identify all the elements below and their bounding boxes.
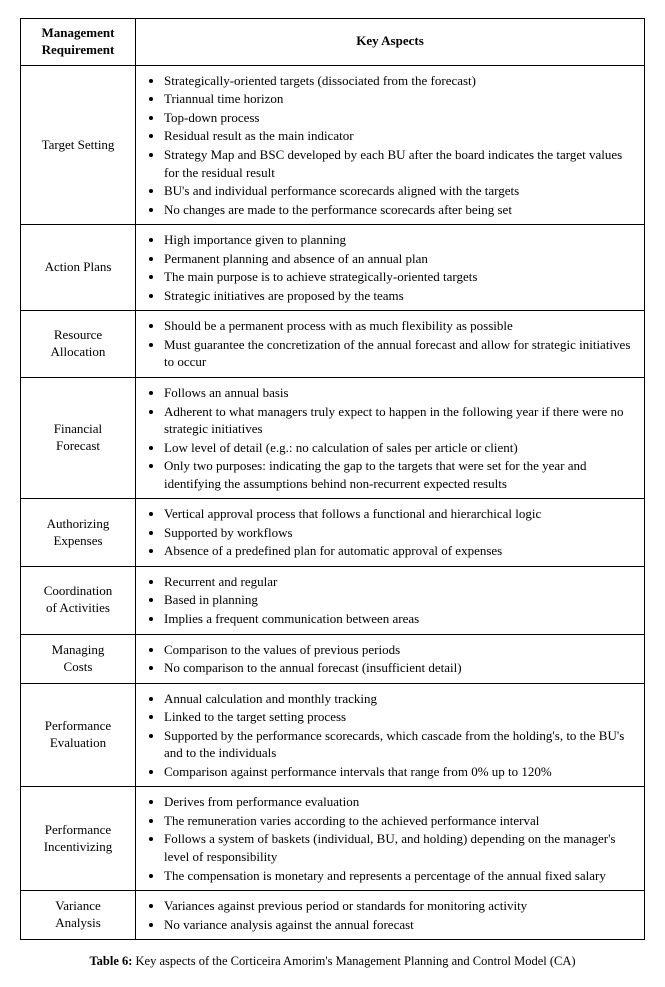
aspect-item: Strategically-oriented targets (dissocia… xyxy=(164,72,638,90)
aspects-list: Recurrent and regularBased in planningIm… xyxy=(142,573,638,628)
aspect-item: Should be a permanent process with as mu… xyxy=(164,317,638,335)
aspect-item: Follows an annual basis xyxy=(164,384,638,402)
aspect-item: Recurrent and regular xyxy=(164,573,638,591)
header-requirement: ManagementRequirement xyxy=(21,19,136,66)
aspects-cell: Variances against previous period or sta… xyxy=(136,891,645,940)
requirement-cell: Coordinationof Activities xyxy=(21,566,136,634)
requirement-cell: ManagingCosts xyxy=(21,634,136,683)
aspect-item: Comparison against performance intervals… xyxy=(164,763,638,781)
requirement-cell: PerformanceEvaluation xyxy=(21,683,136,787)
aspect-item: The remuneration varies according to the… xyxy=(164,812,638,830)
aspects-list: Comparison to the values of previous per… xyxy=(142,641,638,677)
aspect-item: Adherent to what managers truly expect t… xyxy=(164,403,638,438)
aspect-item: BU's and individual performance scorecar… xyxy=(164,182,638,200)
aspect-item: High importance given to planning xyxy=(164,231,638,249)
aspect-item: Comparison to the values of previous per… xyxy=(164,641,638,659)
table-row: PerformanceIncentivizingDerives from per… xyxy=(21,787,645,891)
aspect-item: No variance analysis against the annual … xyxy=(164,916,638,934)
aspects-cell: High importance given to planningPermane… xyxy=(136,225,645,311)
aspect-item: Implies a frequent communication between… xyxy=(164,610,638,628)
requirement-cell: Action Plans xyxy=(21,225,136,311)
aspect-item: The compensation is monetary and represe… xyxy=(164,867,638,885)
aspect-item: Must guarantee the concretization of the… xyxy=(164,336,638,371)
aspect-item: Top-down process xyxy=(164,109,638,127)
aspects-list: Annual calculation and monthly trackingL… xyxy=(142,690,638,781)
management-table: ManagementRequirement Key Aspects Target… xyxy=(20,18,645,940)
requirement-cell: FinancialForecast xyxy=(21,377,136,498)
aspects-cell: Derives from performance evaluationThe r… xyxy=(136,787,645,891)
aspect-item: Variances against previous period or sta… xyxy=(164,897,638,915)
aspect-item: Based in planning xyxy=(164,591,638,609)
aspects-cell: Recurrent and regularBased in planningIm… xyxy=(136,566,645,634)
aspects-cell: Follows an annual basisAdherent to what … xyxy=(136,377,645,498)
table-row: Target Setting Strategically-oriented tar… xyxy=(21,65,645,224)
aspect-item: Residual result as the main indicator xyxy=(164,127,638,145)
aspect-item: No comparison to the annual forecast (in… xyxy=(164,659,638,677)
caption-text: Key aspects of the Corticeira Amorim's M… xyxy=(132,954,575,968)
aspects-list: Variances against previous period or sta… xyxy=(142,897,638,933)
aspects-list: Strategically-oriented targets (dissocia… xyxy=(142,72,638,218)
aspect-item: No changes are made to the performance s… xyxy=(164,201,638,219)
requirement-cell: VarianceAnalysis xyxy=(21,891,136,940)
aspects-cell: Strategically-oriented targets (dissocia… xyxy=(136,65,645,224)
aspect-item: Strategy Map and BSC developed by each B… xyxy=(164,146,638,181)
aspects-cell: Annual calculation and monthly trackingL… xyxy=(136,683,645,787)
caption-label: Table 6: xyxy=(89,954,132,968)
table-row: VarianceAnalysis Variances against previo… xyxy=(21,891,645,940)
aspect-item: Supported by workflows xyxy=(164,524,638,542)
header-aspects: Key Aspects xyxy=(136,19,645,66)
table-caption: Table 6: Key aspects of the Corticeira A… xyxy=(20,954,645,969)
aspects-list: Should be a permanent process with as mu… xyxy=(142,317,638,371)
requirement-cell: PerformanceIncentivizing xyxy=(21,787,136,891)
requirement-cell: Target Setting xyxy=(21,65,136,224)
table-row: Action PlansHigh importance given to pla… xyxy=(21,225,645,311)
aspect-item: Vertical approval process that follows a… xyxy=(164,505,638,523)
table-row: AuthorizingExpenses Vertical approval pro… xyxy=(21,499,645,567)
aspect-item: Linked to the target setting process xyxy=(164,708,638,726)
aspect-item: Derives from performance evaluation xyxy=(164,793,638,811)
table-row: FinancialForecastFollows an annual basis… xyxy=(21,377,645,498)
aspects-list: Derives from performance evaluationThe r… xyxy=(142,793,638,884)
aspect-item: Low level of detail (e.g.: no calculatio… xyxy=(164,439,638,457)
aspects-cell: Should be a permanent process with as mu… xyxy=(136,311,645,378)
aspect-item: Follows a system of baskets (individual,… xyxy=(164,830,638,865)
aspect-item: Annual calculation and monthly tracking xyxy=(164,690,638,708)
aspect-item: Only two purposes: indicating the gap to… xyxy=(164,457,638,492)
requirement-cell: AuthorizingExpenses xyxy=(21,499,136,567)
table-row: PerformanceEvaluationAnnual calculation … xyxy=(21,683,645,787)
table-row: Coordinationof ActivitiesRecurrent and r… xyxy=(21,566,645,634)
aspects-list: High importance given to planningPermane… xyxy=(142,231,638,304)
requirement-cell: ResourceAllocation xyxy=(21,311,136,378)
aspect-item: Permanent planning and absence of an ann… xyxy=(164,250,638,268)
table-row: ManagingCosts Comparison to the values of… xyxy=(21,634,645,683)
table-header-row: ManagementRequirement Key Aspects xyxy=(21,19,645,66)
table-row: ResourceAllocation Should be a permanent … xyxy=(21,311,645,378)
table-body: Target Setting Strategically-oriented tar… xyxy=(21,65,645,939)
aspects-cell: Comparison to the values of previous per… xyxy=(136,634,645,683)
aspect-item: The main purpose is to achieve strategic… xyxy=(164,268,638,286)
aspect-item: Supported by the performance scorecards,… xyxy=(164,727,638,762)
aspects-list: Follows an annual basisAdherent to what … xyxy=(142,384,638,492)
aspect-item: Strategic initiatives are proposed by th… xyxy=(164,287,638,305)
aspect-item: Absence of a predefined plan for automat… xyxy=(164,542,638,560)
aspect-item: Triannual time horizon xyxy=(164,90,638,108)
aspects-cell: Vertical approval process that follows a… xyxy=(136,499,645,567)
aspects-list: Vertical approval process that follows a… xyxy=(142,505,638,560)
